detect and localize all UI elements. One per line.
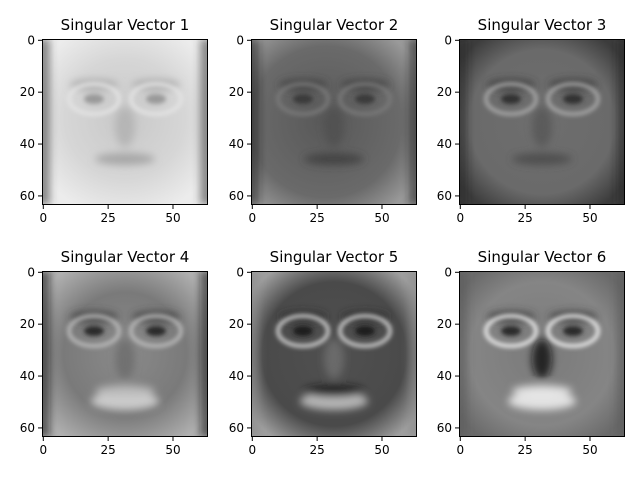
panel-3: Singular Vector 3 0 25 50 0 20 40 60 <box>437 16 625 225</box>
x-tick-label: 25 <box>101 211 116 225</box>
x-tick-label: 0 <box>248 211 256 225</box>
panel-title: Singular Vector 3 <box>478 16 607 34</box>
x-tick-label: 50 <box>582 443 597 457</box>
x-tick-label: 0 <box>39 443 47 457</box>
x-tick-label: 50 <box>374 211 389 225</box>
y-tick-label: 0 <box>236 265 244 279</box>
x-tick-label: 25 <box>310 211 325 225</box>
y-tick-label: 0 <box>444 265 452 279</box>
y-tick-label: 40 <box>20 369 35 383</box>
y-tick-label: 20 <box>229 85 244 99</box>
y-tick-label: 20 <box>229 317 244 331</box>
eigenface-image <box>42 271 208 437</box>
panel-title: Singular Vector 5 <box>270 248 399 266</box>
axes-frame <box>42 39 208 205</box>
x-tick-label: 25 <box>310 443 325 457</box>
x-tick-label: 0 <box>39 211 47 225</box>
y-tick-label: 40 <box>229 369 244 383</box>
y-tick-label: 40 <box>229 137 244 151</box>
y-tick-label: 40 <box>20 137 35 151</box>
panel-4: Singular Vector 4 0 25 50 0 20 40 60 <box>20 248 208 457</box>
axes-frame <box>459 271 625 437</box>
x-tick-label: 25 <box>518 443 533 457</box>
eigenface-image <box>251 271 417 437</box>
axes-frame <box>459 39 625 205</box>
eigenface-image <box>251 39 417 205</box>
y-tick-label: 60 <box>229 421 244 435</box>
y-tick-label: 60 <box>437 189 452 203</box>
panel-2: Singular Vector 2 0 25 50 0 20 40 60 <box>229 16 417 225</box>
eigenface-image <box>459 39 625 205</box>
x-tick-label: 25 <box>518 211 533 225</box>
y-tick-label: 60 <box>437 421 452 435</box>
panel-title: Singular Vector 2 <box>270 16 399 34</box>
y-tick-label: 40 <box>437 369 452 383</box>
panel-title: Singular Vector 6 <box>478 248 607 266</box>
y-tick-label: 60 <box>20 421 35 435</box>
x-tick-label: 50 <box>582 211 597 225</box>
y-tick-label: 0 <box>236 33 244 47</box>
x-tick-label: 50 <box>374 443 389 457</box>
panel-1: Singular Vector 1 0 25 50 0 20 40 60 <box>20 16 208 225</box>
y-tick-label: 60 <box>20 189 35 203</box>
panel-title: Singular Vector 4 <box>61 248 190 266</box>
panel-5: Singular Vector 5 0 25 50 0 20 40 60 <box>229 248 417 457</box>
y-tick-label: 40 <box>437 137 452 151</box>
y-tick-label: 20 <box>437 85 452 99</box>
y-tick-label: 0 <box>27 265 35 279</box>
y-tick-label: 60 <box>229 189 244 203</box>
x-tick-label: 50 <box>165 443 180 457</box>
axes-frame <box>251 271 417 437</box>
x-tick-label: 25 <box>101 443 116 457</box>
y-tick-label: 0 <box>27 33 35 47</box>
panel-6: Singular Vector 6 0 25 50 0 20 40 60 <box>437 248 625 457</box>
eigenface-image <box>459 271 625 437</box>
x-tick-label: 0 <box>248 443 256 457</box>
panel-title: Singular Vector 1 <box>61 16 190 34</box>
y-tick-label: 20 <box>20 85 35 99</box>
axes-frame <box>42 271 208 437</box>
y-tick-label: 20 <box>20 317 35 331</box>
x-tick-label: 50 <box>165 211 180 225</box>
eigenface-image <box>42 39 208 205</box>
y-tick-label: 0 <box>444 33 452 47</box>
x-tick-label: 0 <box>456 211 464 225</box>
y-tick-label: 20 <box>437 317 452 331</box>
x-tick-label: 0 <box>456 443 464 457</box>
axes-frame <box>251 39 417 205</box>
